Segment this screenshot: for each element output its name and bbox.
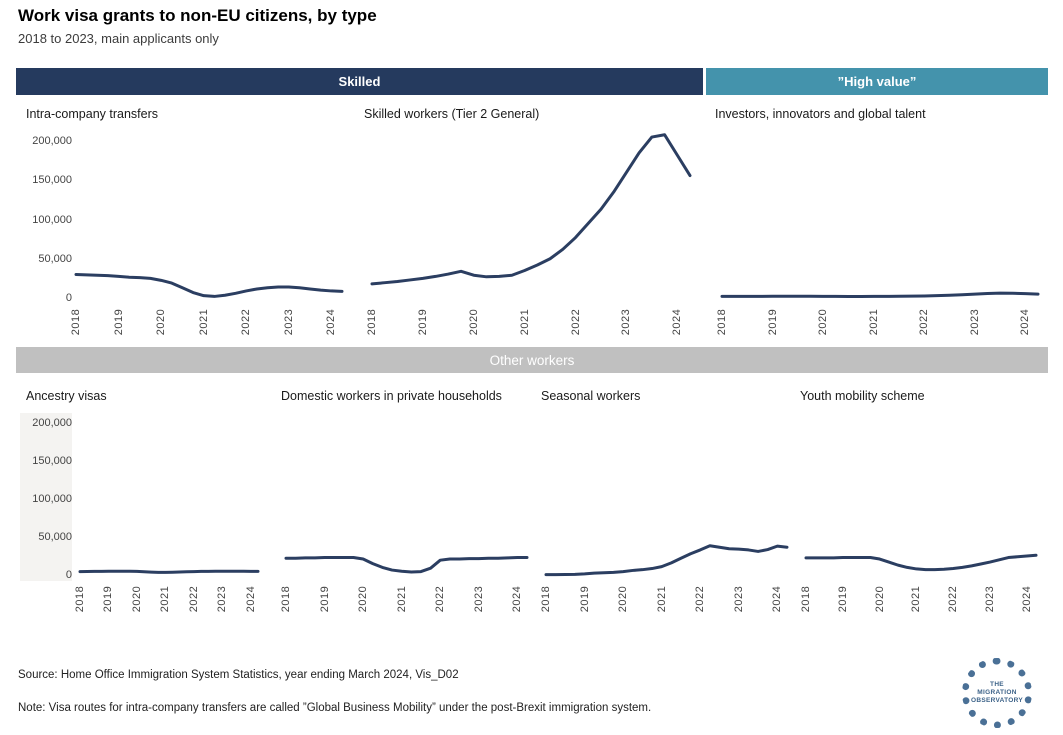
x-tick-label: 2018 xyxy=(716,308,728,336)
x-tick-label: 2021 xyxy=(518,308,531,336)
x-tick-label: 2022 xyxy=(187,585,200,613)
y-axis-bottom-row: 0 50,000 100,000 150,000 200,000 xyxy=(14,417,72,581)
band-high-value: ”High value” xyxy=(706,68,1048,95)
line-chart-domestic-workers xyxy=(286,423,527,575)
x-tick-label: 2024 xyxy=(1019,308,1032,336)
x-tick-label: 2018 xyxy=(74,585,86,613)
y-tick-label: 0 xyxy=(65,569,72,581)
y-axis-top-row: 0 50,000 100,000 150,000 200,000 xyxy=(14,135,72,304)
migration-observatory-logo: THE MIGRATION OBSERVATORY xyxy=(962,658,1032,728)
x-tick-label: 2022 xyxy=(240,308,253,336)
line-chart-skilled-workers xyxy=(372,141,690,298)
x-tick-label: 2024 xyxy=(771,585,784,613)
x-tick-label: 2018 xyxy=(800,585,812,613)
x-tick-label: 2019 xyxy=(578,585,591,613)
y-tick-label: 150,000 xyxy=(32,174,72,187)
x-tick-label: 2020 xyxy=(357,585,370,613)
x-axis-youth-mobility: 2018 2019 2020 2021 2022 2023 2024 xyxy=(800,579,1036,619)
x-axis-domestic-workers: 2018 2019 2020 2021 2022 2023 2024 xyxy=(280,579,527,619)
x-tick-label: 2024 xyxy=(325,308,338,336)
x-tick-label: 2020 xyxy=(873,585,886,613)
x-tick-label: 2023 xyxy=(620,308,633,336)
x-axis-seasonal-workers: 2018 2019 2020 2021 2022 2023 2024 xyxy=(540,579,787,619)
x-tick-label: 2021 xyxy=(910,585,923,613)
x-tick-label: 2021 xyxy=(867,308,880,336)
x-tick-label: 2019 xyxy=(318,585,331,613)
x-tick-label: 2019 xyxy=(102,585,115,613)
x-tick-label: 2020 xyxy=(130,585,143,613)
x-tick-label: 2023 xyxy=(984,585,996,613)
x-tick-label: 2021 xyxy=(395,585,408,613)
note-text: Note: Visa routes for intra-company tran… xyxy=(18,702,652,714)
x-tick-label: 2024 xyxy=(1020,585,1033,613)
y-tick-label: 50,000 xyxy=(38,252,72,265)
x-tick-label: 2024 xyxy=(244,585,257,613)
x-tick-label: 2021 xyxy=(197,308,210,336)
x-axis-skilled-workers: 2018 2019 2020 2021 2022 2023 2024 xyxy=(366,302,690,342)
x-tick-label: 2023 xyxy=(282,308,295,336)
panel-title-investors: Investors, innovators and global talent xyxy=(715,107,926,121)
x-axis-investors: 2018 2019 2020 2021 2022 2023 2024 xyxy=(716,302,1038,342)
band-other-workers: Other workers xyxy=(16,347,1048,373)
x-axis-ancestry: 2018 2019 2020 2021 2022 2023 2024 xyxy=(74,579,258,619)
y-tick-label: 100,000 xyxy=(32,213,72,226)
x-tick-label: 2018 xyxy=(70,308,82,336)
line-chart-intra-company xyxy=(76,141,342,298)
y-tick-label: 0 xyxy=(65,292,72,304)
line-chart-ancestry xyxy=(80,423,258,575)
y-tick-label: 200,000 xyxy=(32,135,72,147)
page-subtitle: 2018 to 2023, main applicants only xyxy=(18,31,219,46)
y-tick-label: 100,000 xyxy=(32,493,72,505)
x-tick-label: 2022 xyxy=(694,585,707,613)
x-tick-label: 2022 xyxy=(918,308,931,336)
x-tick-label: 2020 xyxy=(467,308,480,336)
x-tick-label: 2022 xyxy=(947,585,960,613)
panel-title-skilled-workers: Skilled workers (Tier 2 General) xyxy=(364,107,540,121)
line-chart-seasonal-workers xyxy=(546,423,787,575)
x-tick-label: 2018 xyxy=(540,585,552,613)
panel-title-domestic-workers: Domestic workers in private households xyxy=(281,389,502,403)
x-tick-label: 2020 xyxy=(155,308,168,336)
panel-title-intra-company: Intra-company transfers xyxy=(26,107,158,121)
x-tick-label: 2019 xyxy=(836,585,849,613)
x-tick-label: 2024 xyxy=(671,308,684,336)
x-tick-label: 2020 xyxy=(817,308,830,336)
x-tick-label: 2020 xyxy=(617,585,630,613)
y-tick-label: 150,000 xyxy=(32,455,72,467)
x-tick-label: 2019 xyxy=(766,308,779,336)
y-tick-label: 200,000 xyxy=(32,417,72,429)
x-tick-label: 2023 xyxy=(968,308,981,336)
y-axis-background xyxy=(20,413,72,581)
x-tick-label: 2023 xyxy=(216,585,229,613)
x-tick-label: 2021 xyxy=(655,585,668,613)
category-header-bands: Skilled ”High value” xyxy=(16,68,1048,95)
source-text: Source: Home Office Immigration System S… xyxy=(18,669,459,681)
x-axis-intra-company: 2018 2019 2020 2021 2022 2023 2024 xyxy=(70,302,342,342)
x-tick-label: 2019 xyxy=(112,308,125,336)
x-tick-label: 2023 xyxy=(472,585,485,613)
x-tick-label: 2022 xyxy=(434,585,447,613)
line-chart-youth-mobility xyxy=(806,423,1036,575)
migration-observatory-logo-text: THE MIGRATION OBSERVATORY xyxy=(970,680,1024,705)
x-tick-label: 2022 xyxy=(569,308,582,336)
band-skilled: Skilled xyxy=(16,68,703,95)
x-tick-label: 2021 xyxy=(159,585,172,613)
y-tick-label: 50,000 xyxy=(38,531,72,543)
x-tick-label: 2023 xyxy=(732,585,745,613)
x-tick-label: 2019 xyxy=(416,308,429,336)
panel-title-seasonal-workers: Seasonal workers xyxy=(541,389,641,403)
x-tick-label: 2018 xyxy=(280,585,292,613)
x-tick-label: 2024 xyxy=(511,585,524,613)
x-tick-label: 2018 xyxy=(366,308,378,336)
panel-title-ancestry: Ancestry visas xyxy=(26,389,107,403)
page-title: Work visa grants to non-EU citizens, by … xyxy=(18,6,377,25)
panel-title-youth-mobility: Youth mobility scheme xyxy=(800,389,925,403)
line-chart-investors xyxy=(722,141,1038,298)
